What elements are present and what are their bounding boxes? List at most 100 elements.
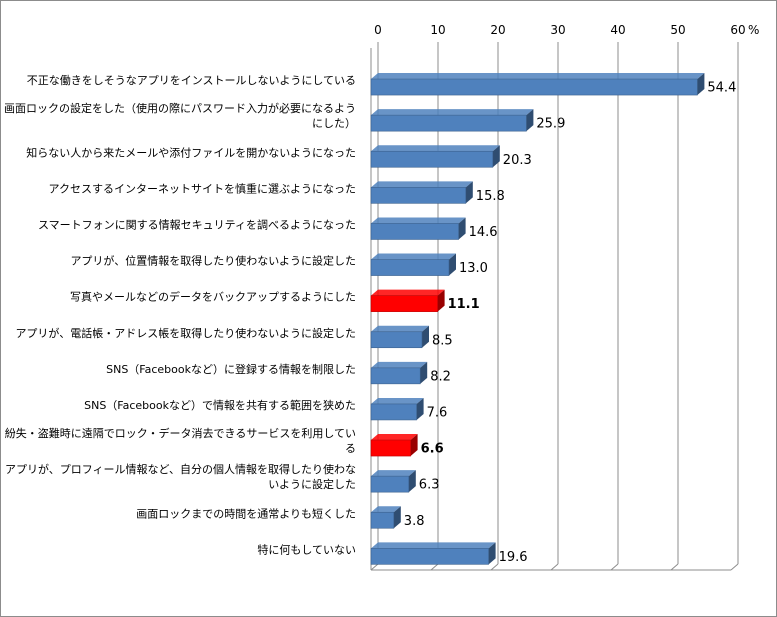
value-label: 8.5 [432, 333, 453, 348]
category-label-line: 写真やメールなどのデータをバックアップするようにした [70, 290, 356, 304]
category-label: 画面ロックの設定をした（使用の際にパスワード入力が必要になるようにした） [4, 101, 356, 130]
bar-side [526, 109, 534, 132]
value-label: 20.3 [503, 153, 532, 168]
unit-label: % [748, 23, 759, 37]
value-label: 25.9 [536, 117, 565, 132]
category-label: アプリが、電話帳・アドレス帳を取得したり使わないように設定した [15, 326, 356, 340]
bar-side [492, 145, 500, 168]
bar-top [371, 109, 534, 116]
floor-line [730, 563, 739, 571]
bar-top [371, 361, 428, 368]
value-label: 8.2 [430, 369, 451, 384]
bar [370, 403, 417, 421]
bar-side [410, 434, 418, 457]
value-labels: 54.4 25.9 20.3 15.8 14.6 13.0 11.1 8.5 8.2 7.6 6.6… [404, 81, 737, 565]
value-label: 6.6 [421, 442, 444, 457]
value-label: 13.0 [459, 261, 488, 276]
category-label-line: いように設定した [268, 477, 356, 491]
floor-line [550, 563, 559, 571]
bar [370, 367, 421, 385]
category-label-line: 画面ロックまでの時間を通常よりも短くした [136, 506, 356, 520]
x-tick-label: 30 [550, 23, 565, 37]
bar [370, 295, 438, 312]
category-label: 画面ロックまでの時間を通常よりも短くした [136, 506, 356, 520]
value-label: 15.8 [476, 189, 505, 204]
floor-line [370, 563, 379, 571]
x-tick-labels: 0 10 20 30 40 50 60 [374, 23, 745, 37]
category-label-line: SNS（Facebookなど）に登録する情報を制限した [106, 362, 356, 376]
floor-line [610, 563, 619, 571]
category-label-line: アプリが、プロフィール情報など、自分の個人情報を取得したり使わな [5, 462, 356, 476]
bar-side [437, 289, 445, 312]
bar [370, 439, 411, 457]
category-label-line: 特に何もしていない [257, 542, 356, 556]
x-tick-label: 60 [730, 23, 745, 37]
floor-line [670, 563, 679, 571]
bar [370, 548, 489, 565]
bar-side [449, 253, 456, 276]
value-label: 6.3 [419, 478, 440, 493]
bar-side [393, 506, 401, 529]
bar [370, 187, 467, 204]
bar [370, 78, 698, 96]
category-label-line: アプリが、位置情報を取得したり使わないように設定した [70, 254, 356, 268]
bar [370, 114, 527, 132]
bar [370, 223, 459, 240]
bar-side [422, 325, 429, 348]
category-label-line: る [345, 442, 356, 455]
bar [370, 150, 494, 168]
bar-side [458, 217, 466, 240]
bar-side [465, 181, 473, 204]
bar-side [408, 470, 416, 493]
category-label-line: スマートフォンに関する情報セキュリティを調べるようになった [38, 217, 356, 231]
value-label: 7.6 [427, 405, 448, 420]
bar-top [371, 253, 456, 260]
category-label-line: アクセスするインターネットサイトを慎重に選ぶようになった [49, 181, 356, 195]
bar-side [697, 73, 705, 96]
bar-side [488, 542, 496, 565]
x-tick-label: 20 [490, 23, 505, 37]
category-label-line: SNS（Facebookなど）で情報を共有する範囲を狭めた [84, 398, 356, 412]
bar-top [371, 217, 466, 224]
category-label: 写真やメールなどのデータをバックアップするようにした [70, 290, 356, 304]
bar-top [371, 325, 429, 332]
category-label: 特に何もしていない [257, 542, 356, 556]
bar-side [416, 397, 424, 420]
bar-top [371, 470, 416, 477]
category-label-line: アプリが、電話帳・アドレス帳を取得したり使わないように設定した [15, 326, 356, 340]
value-label: 19.6 [499, 550, 528, 565]
value-label: 14.6 [469, 225, 498, 240]
category-label-line: にした） [312, 117, 356, 130]
bar-top [371, 434, 418, 441]
category-label-line: 紛失・盗難時に遠隔でロック・データ消去できるサービスを利用してい [5, 426, 356, 440]
bar-side [420, 361, 428, 384]
x-tick-label: 50 [670, 23, 685, 37]
category-label: スマートフォンに関する情報セキュリティを調べるようになった [38, 217, 356, 231]
x-tick-label: 40 [610, 23, 625, 37]
value-label: 54.4 [707, 81, 736, 96]
category-labels: 不正な働きをしそうなアプリをインストールしないようにしている画面ロックの設定をし… [4, 74, 356, 556]
bar [370, 259, 450, 276]
category-label: SNS（Facebookなど）に登録する情報を制限した [106, 362, 356, 376]
category-label: アプリが、プロフィール情報など、自分の個人情報を取得したり使わないように設定した [5, 462, 356, 491]
category-label: SNS（Facebookなど）で情報を共有する範囲を狭めた [84, 398, 356, 412]
floor-line [430, 563, 439, 571]
category-label: 紛失・盗難時に遠隔でロック・データ消去できるサービスを利用している [5, 426, 356, 455]
bar-top [371, 289, 445, 296]
bar-top [371, 542, 496, 549]
bar-top [371, 506, 401, 513]
bar [370, 331, 423, 349]
value-label: 3.8 [404, 514, 425, 529]
bar-top [371, 145, 500, 152]
bar-top [371, 397, 424, 404]
category-label: 知らない人から来たメールや添付ファイルを開かないようになった [26, 145, 356, 159]
x-tick-label: 10 [430, 23, 445, 37]
category-label-line: 知らない人から来たメールや添付ファイルを開かないようになった [26, 145, 356, 159]
bar [370, 511, 395, 529]
category-label-line: 画面ロックの設定をした（使用の際にパスワード入力が必要になるよう [4, 101, 356, 115]
category-label: 不正な働きをしそうなアプリをインストールしないようにしている [27, 74, 356, 87]
bar-top [371, 181, 473, 188]
bar-top [371, 73, 705, 80]
value-label: 11.1 [448, 297, 480, 312]
